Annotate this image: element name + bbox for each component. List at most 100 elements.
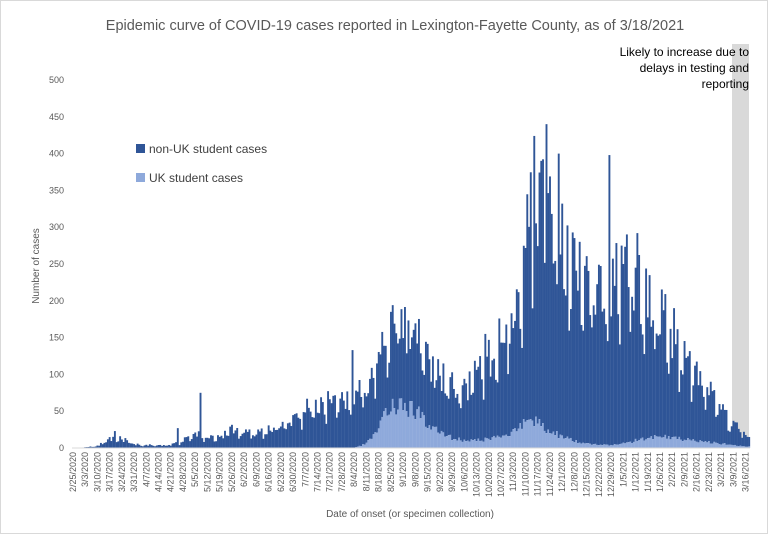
bar-uk xyxy=(431,426,434,448)
bar-non-uk xyxy=(746,436,749,447)
x-tick-label: 8/4/2020 xyxy=(349,452,359,487)
x-tick-label: 4/21/2020 xyxy=(166,452,176,492)
bar-non-uk xyxy=(192,433,195,448)
x-tick-label: 5/26/2020 xyxy=(227,452,237,492)
bar-non-uk xyxy=(552,263,555,432)
bar-uk xyxy=(473,439,476,448)
bar-uk xyxy=(468,441,471,448)
bar-non-uk xyxy=(94,446,97,448)
bar-uk xyxy=(390,411,392,448)
bar-non-uk xyxy=(606,341,609,445)
bar-uk xyxy=(449,434,452,448)
bar-non-uk xyxy=(157,445,160,448)
bar-uk xyxy=(376,432,378,448)
bar-non-uk xyxy=(437,359,440,433)
bar-non-uk xyxy=(447,398,450,436)
bar-non-uk xyxy=(185,437,188,448)
bar-non-uk xyxy=(318,413,321,448)
bar-non-uk xyxy=(218,436,221,448)
bar-non-uk xyxy=(405,353,408,412)
bar-non-uk xyxy=(220,435,223,448)
bar-non-uk xyxy=(293,414,296,448)
bar-non-uk xyxy=(381,331,384,417)
bar-non-uk xyxy=(610,316,613,445)
bar-uk xyxy=(587,443,590,448)
x-tick-label: 11/24/2020 xyxy=(545,452,555,496)
bar-uk xyxy=(599,444,602,448)
bar-non-uk xyxy=(711,391,714,444)
x-tick-label: 6/9/2020 xyxy=(251,452,261,487)
bar-uk xyxy=(404,402,406,448)
bar-uk xyxy=(386,415,389,448)
bar-uk xyxy=(687,438,689,448)
bar-uk xyxy=(722,443,724,448)
bar-non-uk xyxy=(224,430,226,448)
bar-uk xyxy=(597,445,600,448)
bar-non-uk xyxy=(582,330,585,443)
bar-uk xyxy=(522,419,525,448)
bar-uk xyxy=(365,442,368,448)
bar-uk xyxy=(556,431,558,448)
bar-uk xyxy=(685,440,688,448)
bar-non-uk xyxy=(615,243,618,445)
bar-non-uk xyxy=(737,428,740,447)
bar-non-uk xyxy=(673,308,676,437)
bar-non-uk xyxy=(105,442,108,448)
bar-non-uk xyxy=(302,412,305,448)
bar-uk xyxy=(639,438,642,448)
bar-non-uk xyxy=(419,353,422,419)
y-tick-label: 300 xyxy=(49,222,64,232)
bar-non-uk xyxy=(187,436,190,448)
bar-uk xyxy=(729,444,731,448)
bar-non-uk xyxy=(517,292,520,429)
bar-non-uk xyxy=(625,234,628,443)
x-tick-label: 5/12/2020 xyxy=(202,452,212,492)
bar-non-uk xyxy=(213,441,216,448)
bar-uk xyxy=(480,440,483,448)
x-tick-label: 11/10/2020 xyxy=(520,452,530,496)
bar-uk xyxy=(423,415,426,448)
bar-non-uk xyxy=(493,358,496,436)
x-tick-label: 9/29/2020 xyxy=(447,452,457,492)
bar-non-uk xyxy=(466,400,469,441)
x-tick-label: 3/31/2020 xyxy=(129,452,139,492)
bar-non-uk xyxy=(652,320,655,440)
bar-uk xyxy=(655,436,658,448)
bar-uk xyxy=(666,438,669,448)
bar-uk xyxy=(629,441,632,448)
chart-title: Epidemic curve of COVID-19 cases reporte… xyxy=(106,18,684,34)
bar-non-uk xyxy=(542,159,544,424)
bar-non-uk xyxy=(140,445,143,448)
bar-non-uk xyxy=(704,409,707,442)
x-tick-label: 7/14/2020 xyxy=(313,452,323,492)
bar-non-uk xyxy=(110,441,113,448)
bar-non-uk xyxy=(304,412,307,448)
x-tick-label: 3/10/2020 xyxy=(92,452,102,492)
bar-non-uk xyxy=(311,417,314,448)
bar-non-uk xyxy=(136,443,139,448)
bar-non-uk xyxy=(459,408,462,441)
bar-non-uk xyxy=(383,345,385,412)
bar-non-uk xyxy=(730,426,733,445)
bar-non-uk xyxy=(210,435,212,448)
bar-non-uk xyxy=(166,445,169,448)
bar-non-uk xyxy=(484,333,487,438)
bar-non-uk xyxy=(648,275,651,438)
bar-non-uk xyxy=(568,330,571,439)
bar-non-uk xyxy=(194,432,197,448)
bar-non-uk xyxy=(421,370,424,412)
bar-non-uk xyxy=(337,412,340,448)
bar-uk xyxy=(370,438,373,448)
bar-non-uk xyxy=(183,437,186,448)
bar-non-uk xyxy=(480,379,483,441)
bar-uk xyxy=(618,443,621,448)
bar-non-uk xyxy=(680,370,682,440)
bar-non-uk xyxy=(461,385,464,442)
reporting-delay-shade xyxy=(732,44,749,448)
bar-non-uk xyxy=(681,374,684,442)
bar-non-uk xyxy=(204,437,207,448)
x-tick-label: 12/22/2020 xyxy=(594,452,604,497)
bar-non-uk xyxy=(251,435,254,448)
bar-non-uk xyxy=(377,351,380,429)
bar-uk xyxy=(695,441,698,448)
